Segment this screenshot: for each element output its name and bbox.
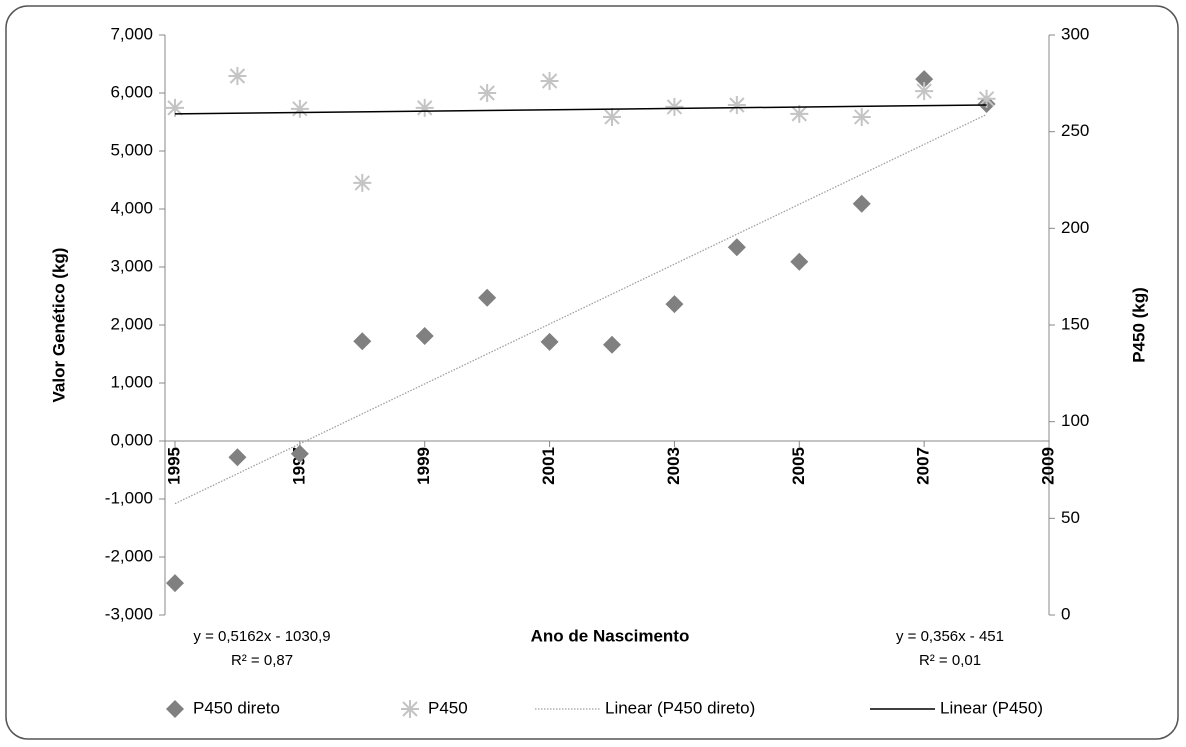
trend-annotation: R² = 0,87	[231, 652, 293, 669]
point	[478, 288, 497, 307]
point	[915, 70, 934, 89]
y-tick-label: 1,000	[110, 372, 153, 391]
point	[166, 98, 184, 117]
point	[852, 107, 871, 126]
y2-tick-label: 250	[1061, 121, 1089, 140]
legend-label: Linear (P450 direto)	[605, 698, 755, 717]
y-tick-label: 4,000	[110, 198, 153, 217]
y-tick-label: 2,000	[110, 314, 153, 333]
trend-annotation: y = 0,5162x - 1030,9	[193, 628, 330, 645]
y2-tick-label: 50	[1061, 508, 1080, 527]
x-tick-label: 1995	[164, 447, 183, 485]
x-axis-title: Ano de Nascimento	[531, 626, 690, 645]
y2-tick-label: 300	[1061, 24, 1089, 43]
y-tick-label: -1,000	[105, 488, 153, 507]
y2-axis-title: P450 (kg)	[1129, 287, 1148, 363]
y-tick-label: 3,000	[110, 256, 153, 275]
trend-line	[174, 104, 987, 115]
chart-border	[5, 5, 1179, 740]
x-tick-label: 2007	[914, 447, 933, 485]
x-tick-label: 2009	[1038, 447, 1057, 485]
y2-tick-label: 0	[1061, 604, 1070, 623]
y-axis-title: Valor Genético (kg)	[49, 248, 68, 403]
y-tick-label: 5,000	[110, 140, 153, 159]
point	[852, 194, 871, 213]
trend-annotation: y = 0,356x - 451	[896, 628, 1004, 645]
legend-label: P450	[428, 698, 468, 717]
y2-tick-label: 200	[1061, 218, 1089, 237]
point	[415, 98, 434, 117]
point	[603, 107, 621, 126]
y-tick-label: -3,000	[105, 604, 153, 623]
point	[665, 295, 684, 314]
point	[790, 104, 809, 123]
y-tick-label: 0,000	[110, 430, 153, 449]
point	[727, 95, 746, 114]
point	[353, 332, 372, 351]
x-tick-label: 2003	[664, 447, 683, 485]
y2-tick-label: 150	[1061, 314, 1089, 333]
y2-tick-label: 100	[1061, 411, 1089, 430]
y-tick-label: 6,000	[110, 82, 153, 101]
point	[166, 574, 184, 593]
legend-label: Linear (P450)	[940, 698, 1043, 717]
point	[415, 327, 434, 346]
point	[790, 252, 809, 271]
point	[603, 335, 621, 354]
point	[290, 444, 309, 463]
legend-label: P450 direto	[193, 698, 280, 717]
x-tick-label: 2001	[539, 447, 558, 485]
legend-marker	[166, 700, 184, 718]
point	[228, 66, 247, 85]
point	[915, 82, 934, 101]
point	[478, 84, 497, 102]
y-tick-label: 7,000	[110, 24, 153, 43]
x-tick-label: 1999	[414, 447, 433, 485]
point	[977, 89, 996, 108]
point	[540, 72, 559, 91]
point	[727, 238, 746, 257]
y-tick-label: -2,000	[105, 546, 153, 565]
legend-marker	[401, 700, 419, 718]
trend-annotation: R² = 0,01	[919, 652, 981, 669]
point	[228, 448, 247, 467]
x-tick-label: 2005	[789, 447, 808, 485]
point	[665, 97, 684, 116]
point	[353, 173, 372, 192]
point	[540, 332, 559, 351]
trend-line	[174, 113, 987, 505]
point	[290, 99, 309, 118]
